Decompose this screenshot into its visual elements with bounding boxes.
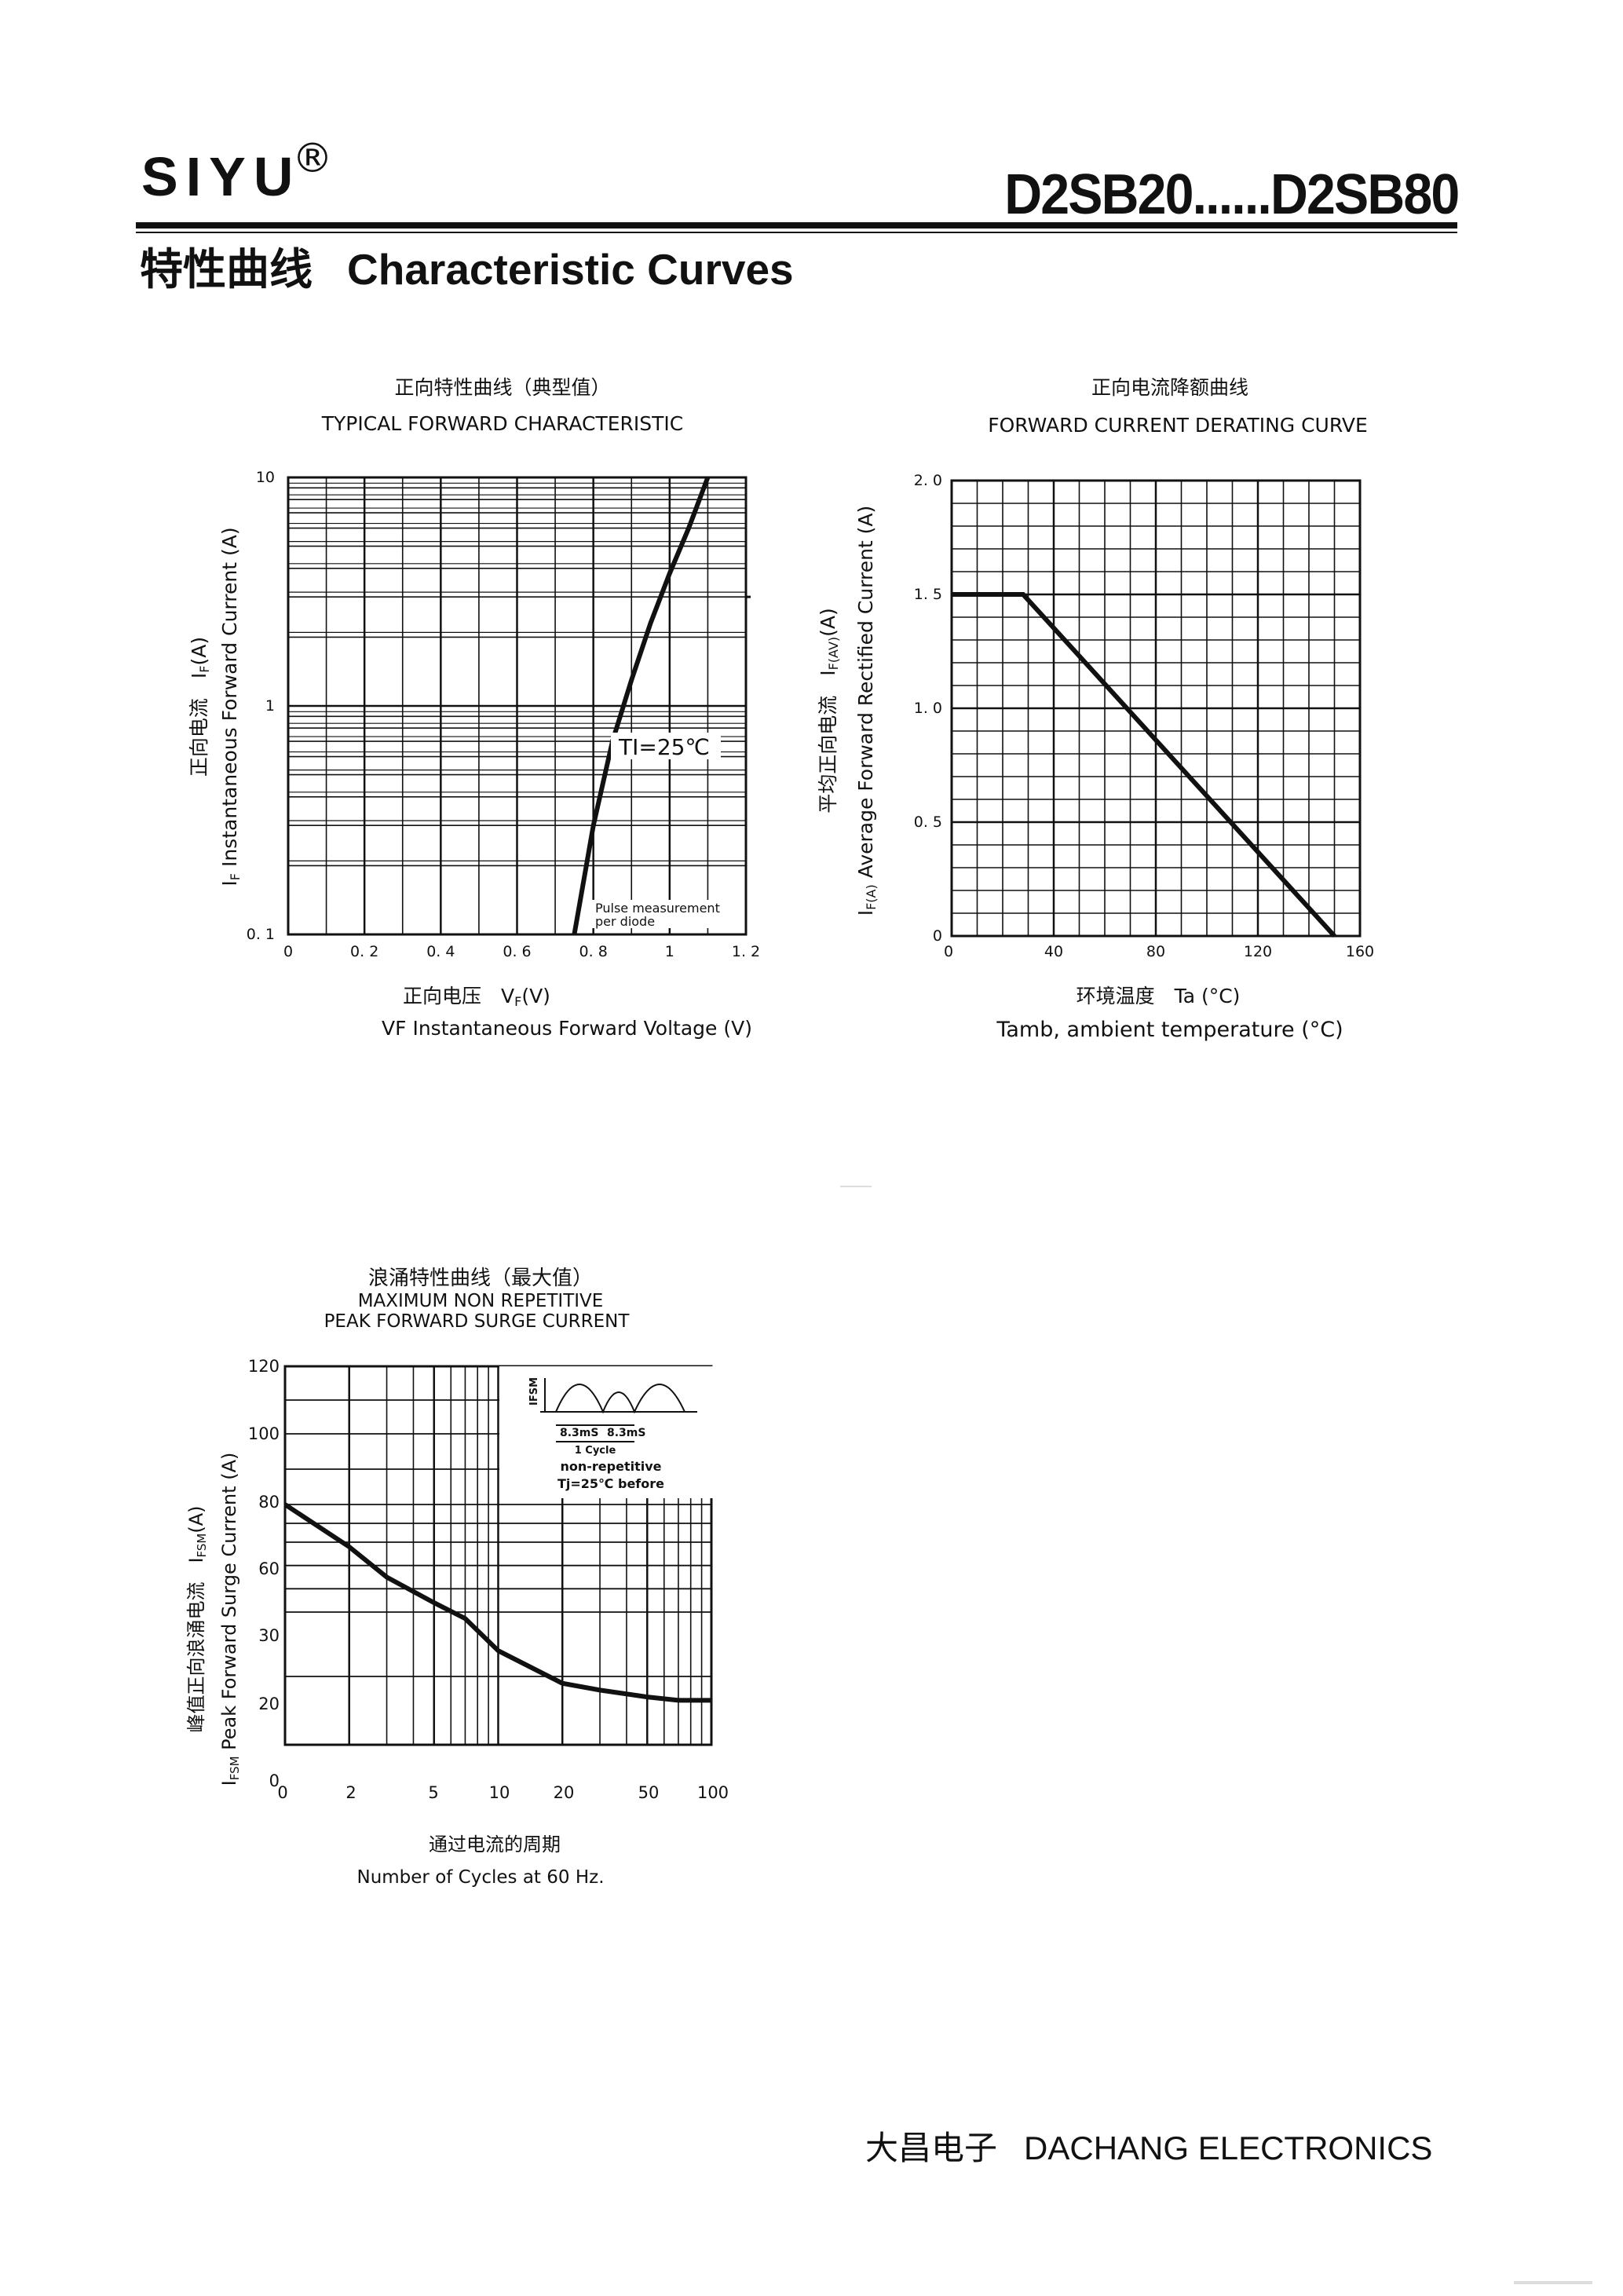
- chart3-xtick-label: 10: [489, 1783, 510, 1802]
- chart2-xtick-label: 0: [944, 943, 953, 960]
- chart1-xtick-label: 1. 2: [732, 943, 760, 960]
- chart2-xtick-label: 40: [1044, 943, 1063, 960]
- chart2-ytick-label: 0: [933, 927, 942, 945]
- chart1-title-en: TYPICAL FORWARD CHARACTERISTIC: [321, 412, 683, 435]
- chart3-title-en-1: MAXIMUM NON REPETITIVE: [358, 1291, 604, 1311]
- chart3-xlabel-en: Number of Cycles at 60 Hz.: [356, 1867, 604, 1888]
- chart3-inset-pulse-2: 8.3mS: [607, 1427, 645, 1439]
- chart3-ylabel-zh: 峰值正向浪涌电流 IFSM(A): [185, 1505, 209, 1732]
- chart1-ylabel-zh: 正向电流 IF(A): [188, 637, 212, 777]
- page-mark: [840, 1186, 872, 1187]
- chart1-temp-annotation: TI=25℃: [618, 734, 710, 760]
- chart1-temp-box: [611, 733, 721, 759]
- chart2-curve: [952, 592, 1336, 938]
- header-rule: [136, 222, 1457, 229]
- chart3-title-en-2: PEAK FORWARD SURGE CURRENT: [324, 1311, 631, 1332]
- chart3-frame: [283, 1365, 713, 1746]
- section-title-en: Characteristic Curves: [347, 245, 794, 294]
- chart3-ticks: 0 2 5 10 20 50 100 0 20 30 60 80 100 120: [248, 1357, 729, 1802]
- footer-company-zh: 大昌电子: [865, 2130, 998, 2166]
- chart2-xtick-label: 80: [1146, 943, 1165, 960]
- chart2-xlabel-en: Tamb, ambient temperature (°C): [996, 1018, 1343, 1042]
- chart2-title-en: FORWARD CURRENT DERATING CURVE: [988, 414, 1368, 437]
- chart3-xtick-label: 2: [345, 1783, 356, 1802]
- chart3-xlabel-zh: 通过电流的周期: [429, 1834, 561, 1855]
- chart1-frame: [287, 476, 748, 936]
- chart3-title-zh: 浪涌特性曲线（最大值）: [368, 1267, 593, 1290]
- page-stamp: [1514, 2281, 1592, 2284]
- chart2-ytick-label: 1. 0: [914, 700, 942, 717]
- chart1-xtick-label: 0: [283, 943, 293, 960]
- header-rule-thin: [136, 232, 1457, 233]
- chart1-grid: [287, 476, 751, 936]
- chart1-ticks: 0 0. 2 0. 4 0. 6 0. 8 1 1. 2 0. 1 1 10: [247, 469, 760, 960]
- chart3-ytick-label: 20: [258, 1695, 280, 1713]
- footer: 大昌电子 DACHANG ELECTRONICS: [865, 2122, 1432, 2170]
- chart1-note-2: per diode: [595, 914, 655, 929]
- chart1-xlabel-en: VF Instantaneous Forward Voltage (V): [382, 1017, 752, 1040]
- chart3-inset-pulse-1: 8.3mS: [560, 1427, 598, 1439]
- chart3-xtick-label: 100: [697, 1783, 729, 1802]
- chart3-inset: IFSM 8.3mS 8.3mS 1 Cycle non-repetitive …: [499, 1366, 715, 1498]
- chart3-inset-nonrep: non-repetitive: [560, 1459, 661, 1474]
- chart3-inset-ifsm: IFSM: [528, 1377, 540, 1406]
- chart3-curve: [283, 1502, 711, 1703]
- chart2-xtick-label: 120: [1244, 943, 1272, 960]
- registered-mark: ®: [292, 135, 333, 182]
- chart3-ytick-label: 30: [258, 1626, 280, 1645]
- chart3-inset-cycle: 1 Cycle: [575, 1445, 616, 1457]
- chart2-ylabel-zh: 平均正向电流 IF(AV)(A): [817, 608, 841, 813]
- chart3-ytick-label: 100: [248, 1424, 280, 1443]
- chart1-ytick-label: 10: [256, 469, 275, 486]
- chart2-ylabel-en: IF(A) Average Forward Rectified Current …: [854, 506, 879, 916]
- chart1-xlabel-zh: 正向电压 VF(V): [403, 985, 550, 1009]
- chart3-ytick-label: 120: [248, 1357, 280, 1376]
- chart1-xtick-label: 0. 4: [426, 943, 455, 960]
- chart3-ytick-label: 60: [258, 1559, 280, 1578]
- chart2-xlabel-zh: 环境温度 Ta (°C): [1077, 985, 1241, 1007]
- chart3-inset-box: [499, 1366, 715, 1498]
- chart3-ytick-label: 0: [269, 1771, 280, 1790]
- chart3-xtick-label: 5: [428, 1783, 438, 1802]
- chart2-ytick-label: 1. 5: [914, 586, 942, 603]
- chart3-xtick-label: 0: [277, 1783, 287, 1802]
- chart1-note-box: [591, 900, 742, 928]
- chart2-ytick-label: 2. 0: [914, 472, 942, 489]
- chart3-inset-waveform: [555, 1384, 685, 1414]
- brand-name: SIYU: [141, 146, 302, 207]
- chart1-xtick-label: 0. 2: [350, 943, 378, 960]
- footer-company-en: DACHANG ELECTRONICS: [1024, 2130, 1433, 2166]
- chart3-xtick-label: 50: [638, 1783, 660, 1802]
- chart1-ytick-label: 0. 1: [247, 926, 275, 943]
- chart2-grid: [950, 479, 1362, 938]
- chart3-xtick-label: 20: [554, 1783, 575, 1802]
- chart1-xtick-label: 1: [665, 943, 674, 960]
- chart1-note-1: Pulse measurement: [595, 901, 720, 916]
- chart1-title-zh: 正向特性曲线（典型值）: [394, 376, 610, 399]
- chart2-title-zh: 正向电流降额曲线: [1091, 376, 1248, 399]
- chart2-frame: [950, 479, 1362, 938]
- chart1-xtick-label: 0. 6: [503, 943, 531, 960]
- chart3-ylabel-en: IFSM Peak Forward Surge Current (A): [218, 1453, 242, 1786]
- chart3-ytick-label: 80: [258, 1493, 280, 1512]
- chart1-xtick-label: 0. 8: [579, 943, 608, 960]
- section-title: 特性曲线 Characteristic Curves: [140, 246, 794, 294]
- model-range: D2SB20......D2SB80: [1003, 163, 1460, 226]
- chart1-curve: [572, 476, 711, 935]
- chart2-ytick-label: 0. 5: [914, 813, 942, 831]
- chart1-ylabel-en: IF Instantaneous Forward Current (A): [218, 527, 243, 886]
- section-title-zh: 特性曲线: [140, 244, 313, 294]
- chart1-ytick-label: 1: [265, 697, 275, 715]
- chart3-inset-tj: Tj=25℃ before: [557, 1476, 664, 1491]
- chart2-ticks: 0 40 80 120 160 0 0. 5 1. 0 1. 5 2. 0: [914, 472, 1374, 960]
- chart2-xtick-label: 160: [1346, 943, 1374, 960]
